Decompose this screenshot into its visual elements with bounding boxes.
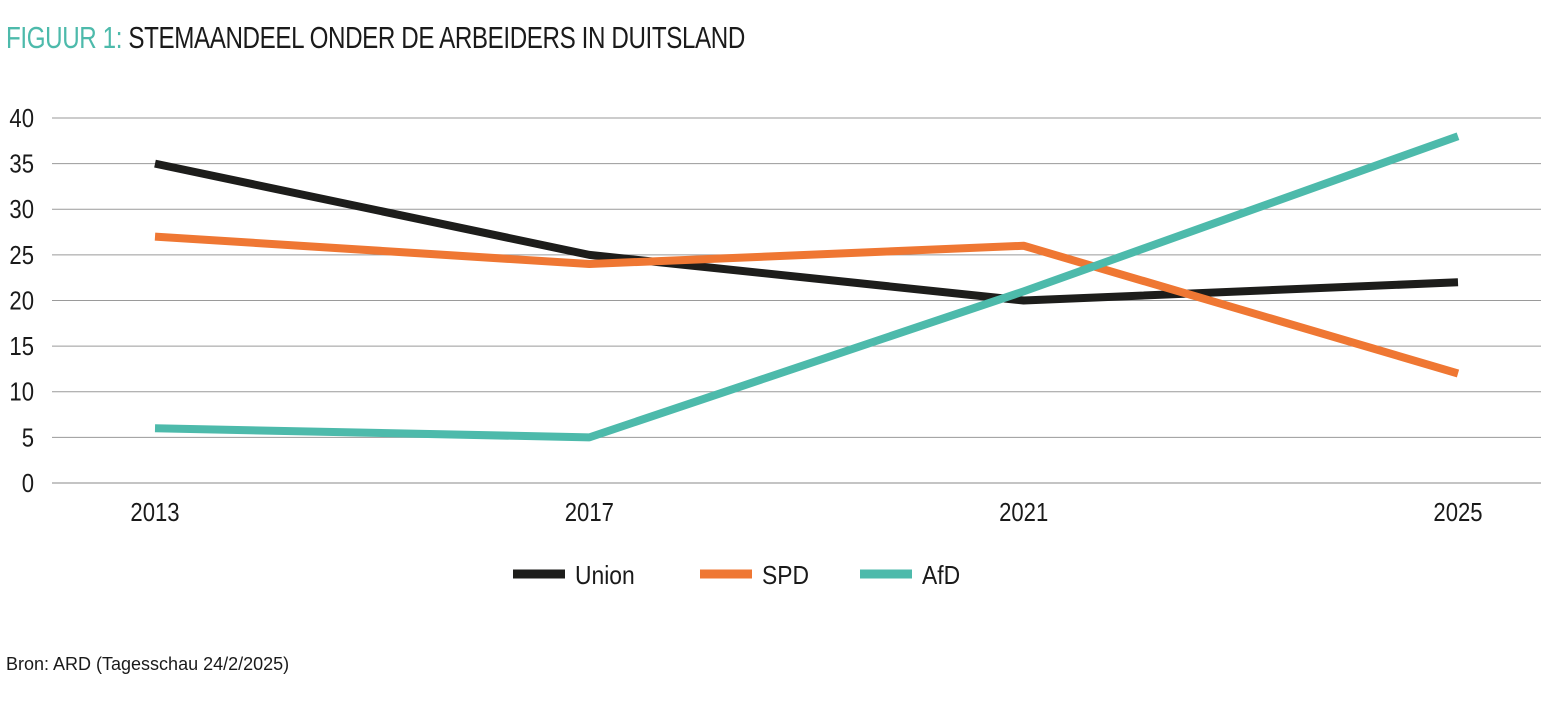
chart-title: FIGUUR 1: STEMAANDEEL ONDER DE ARBEIDERS… (6, 20, 745, 56)
x-tick-label: 2017 (565, 498, 614, 527)
y-tick-label: 10 (9, 378, 34, 407)
legend-label-union: Union (575, 562, 635, 591)
y-tick-label: 5 (22, 424, 34, 453)
legend-label-afd: AfD (922, 562, 960, 591)
y-tick-label: 20 (9, 287, 34, 316)
y-tick-label: 25 (9, 241, 34, 270)
figure-label: FIGUUR 1: (6, 20, 123, 55)
y-tick-label: 0 (22, 469, 34, 498)
series-line-union (154, 159, 1459, 305)
series-line-spd (154, 232, 1460, 378)
y-tick-label: 15 (9, 332, 34, 361)
y-tick-label: 35 (9, 150, 34, 179)
x-tick-label: 2013 (130, 498, 179, 527)
x-tick-label: 2021 (999, 498, 1048, 527)
y-tick-label: 30 (9, 196, 34, 225)
x-tick-label: 2025 (1433, 498, 1482, 527)
legend-label-spd: SPD (762, 562, 809, 591)
title-text: STEMAANDEEL ONDER DE ARBEIDERS IN DUITSL… (128, 20, 745, 55)
source-note: Bron: ARD (Tagesschau 24/2/2025) (6, 654, 290, 674)
y-tick-label: 40 (9, 104, 34, 133)
series-line-afd (154, 132, 1460, 442)
